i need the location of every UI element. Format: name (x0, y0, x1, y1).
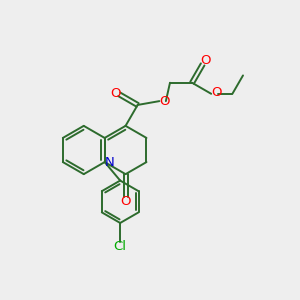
Text: Cl: Cl (114, 240, 127, 253)
Text: N: N (105, 156, 115, 169)
Text: O: O (159, 94, 170, 108)
Text: O: O (110, 87, 121, 100)
Text: O: O (211, 86, 222, 99)
Text: O: O (120, 195, 131, 208)
Text: O: O (200, 54, 210, 67)
